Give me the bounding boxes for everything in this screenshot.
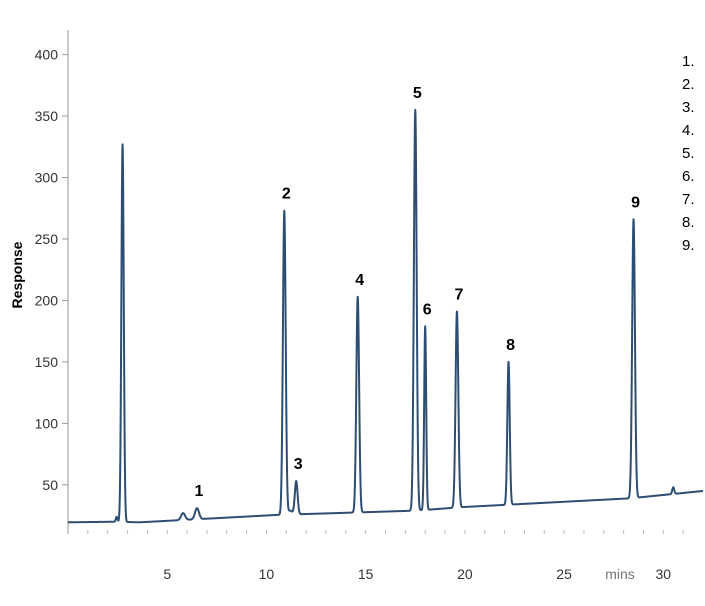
y-tick-label: 350 [35, 108, 59, 124]
y-tick-label: 150 [35, 354, 59, 370]
legend-item: 9. [682, 237, 695, 254]
peak-label: 5 [413, 85, 422, 102]
legend-item: 2. [682, 76, 695, 93]
x-axis: 5 10 15 20 25 30 [87, 530, 684, 582]
y-tick-label: 100 [35, 415, 59, 431]
x-tick-label: 30 [656, 566, 672, 582]
y-axis-title: Response [9, 241, 25, 308]
legend-item: 6. [682, 168, 695, 185]
x-tick-label: 25 [556, 566, 572, 582]
y-tick-label: 300 [35, 170, 59, 186]
peak-label: 7 [454, 287, 463, 304]
y-axis: 50 100 150 200 250 300 350 400 [35, 30, 69, 534]
peak-label: 8 [506, 337, 515, 354]
x-axis-unit-label: mins [605, 566, 635, 582]
y-tick-label: 200 [35, 292, 59, 308]
y-tick-label: 50 [42, 477, 58, 493]
x-tick-label: 15 [358, 566, 374, 582]
legend-item: 3. [682, 99, 695, 116]
x-tick-label: 20 [457, 566, 473, 582]
peak-label: 1 [195, 483, 204, 500]
y-tick-label: 250 [35, 231, 59, 247]
peak-label: 9 [631, 194, 640, 211]
x-tick-label: 10 [259, 566, 275, 582]
peak-label: 3 [294, 456, 303, 473]
peak-label: 4 [355, 272, 364, 289]
legend-item: 7. [682, 191, 695, 208]
peak-label: 6 [423, 301, 432, 318]
legend-item: 5. [682, 145, 695, 162]
legend-item: 4. [682, 122, 695, 139]
y-tick-label: 400 [35, 47, 59, 63]
legend-item: 1. [682, 53, 695, 70]
legend-item: 8. [682, 214, 695, 231]
x-tick-label: 5 [163, 566, 171, 582]
peak-label: 2 [282, 186, 291, 203]
peak-labels: 1 2 3 4 5 6 7 8 9 [195, 85, 641, 500]
legend: 1. 2. 3. 4. 5. 6. 7. 8. 9. [682, 53, 695, 254]
chromatogram-trace [67, 108, 704, 524]
